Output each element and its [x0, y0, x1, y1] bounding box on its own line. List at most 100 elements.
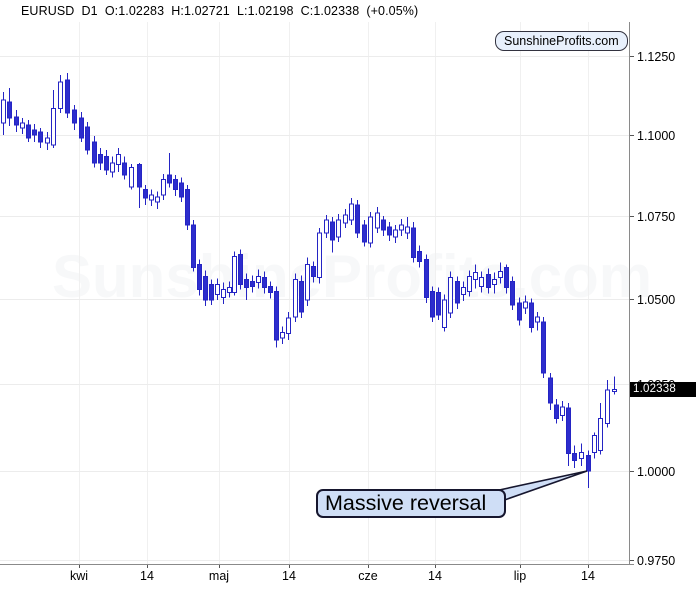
candle-down — [572, 453, 577, 462]
candle-up — [110, 162, 115, 173]
candle-up — [293, 279, 298, 318]
candle-down — [85, 126, 90, 151]
candle-up — [20, 122, 25, 129]
candle-up — [58, 81, 63, 110]
candle-down — [541, 321, 546, 374]
candle-down — [381, 219, 386, 231]
x-axis-tick-label: 14 — [581, 569, 595, 583]
candle-up — [324, 219, 329, 234]
candle-up — [560, 406, 565, 416]
candle-down — [262, 277, 267, 289]
candle-up — [232, 256, 237, 294]
candle-down — [274, 291, 279, 341]
candle-down — [191, 224, 196, 269]
x-axis-tick-label: 14 — [140, 569, 154, 583]
candle-up — [535, 316, 540, 323]
y-axis-tick-label: 1.1000 — [637, 129, 675, 143]
candle-up — [45, 137, 50, 144]
y-axis-tick-label: 1.0000 — [637, 465, 675, 479]
candle-up — [592, 434, 597, 454]
candle-up — [405, 226, 410, 234]
candle-up — [317, 232, 322, 279]
candle-up — [523, 301, 528, 309]
candle-up — [129, 167, 134, 188]
candle-up — [473, 272, 478, 281]
candle-down — [529, 302, 534, 328]
candle-down — [26, 124, 31, 139]
candle-up — [448, 277, 453, 314]
x-axis-tick-label: lip — [514, 569, 527, 583]
candle-down — [143, 189, 148, 199]
candle-down — [455, 281, 460, 304]
candle-up — [256, 276, 261, 284]
candle-down — [238, 254, 243, 286]
candle-up — [149, 194, 154, 201]
y-axis-tick-label: 1.1250 — [637, 50, 675, 64]
y-axis-tick-label: 0.9750 — [637, 554, 675, 568]
candle-down — [167, 174, 172, 184]
candle-down — [137, 164, 142, 188]
candle-down — [179, 182, 184, 198]
candle-up — [116, 154, 121, 166]
candle-up — [605, 389, 610, 424]
candle-down — [430, 291, 435, 318]
candle-up — [612, 388, 617, 392]
y-axis-tick-label: 1.0500 — [637, 293, 675, 307]
chart-ohlc-title: EURUSD D1 O:1.02283 H:1.02721 L:1.02198 … — [21, 4, 419, 18]
y-axis-tick-label: 1.0750 — [637, 210, 675, 224]
candle-up — [349, 203, 354, 221]
x-axis-tick-label: 14 — [428, 569, 442, 583]
candle-up — [399, 224, 404, 231]
candle-down — [566, 407, 571, 455]
candle-up — [467, 276, 472, 293]
candle-up — [579, 452, 584, 460]
candle-up — [221, 289, 226, 299]
candle-down — [7, 101, 12, 119]
candle-down — [330, 221, 335, 241]
candle-down — [424, 259, 429, 299]
candle-up — [442, 299, 447, 328]
candle-up — [343, 214, 348, 224]
candle-down — [38, 131, 43, 143]
candle-down — [32, 129, 37, 136]
candle-up — [498, 271, 503, 279]
x-axis-tick-label: kwi — [70, 569, 88, 583]
candle-down — [209, 284, 214, 301]
candle-down — [65, 79, 70, 114]
candle-down — [244, 279, 249, 289]
x-axis-tick-label: 14 — [282, 569, 296, 583]
candle-up — [461, 287, 466, 296]
candle-down — [411, 227, 416, 259]
candle-down — [250, 281, 255, 288]
candle-down — [203, 276, 208, 301]
massive-reversal-callout: Massive reversal — [316, 489, 506, 518]
candle-down — [104, 156, 109, 171]
candle-down — [436, 292, 441, 316]
candle-up — [1, 99, 6, 124]
candle-down — [417, 251, 422, 263]
candle-up — [368, 216, 373, 244]
candle-down — [72, 109, 77, 124]
candle-up — [492, 279, 497, 286]
candle-down — [486, 274, 491, 289]
candle-down — [98, 154, 103, 164]
candle-up — [375, 212, 380, 229]
candle-up — [280, 331, 285, 339]
candle-down — [122, 162, 127, 176]
candle-up — [215, 284, 220, 296]
candle-up — [598, 417, 603, 451]
candle-down — [311, 266, 316, 278]
candle-down — [510, 281, 515, 306]
candle-down — [14, 116, 19, 126]
callout-text: Massive reversal — [325, 491, 487, 515]
candle-down — [185, 189, 190, 226]
candle-down — [355, 204, 360, 234]
candle-down — [92, 141, 97, 164]
candle-down — [504, 267, 509, 289]
candle-down — [362, 224, 367, 243]
candle-up — [51, 108, 56, 146]
candle-up — [479, 277, 484, 288]
candle-up — [305, 264, 310, 301]
